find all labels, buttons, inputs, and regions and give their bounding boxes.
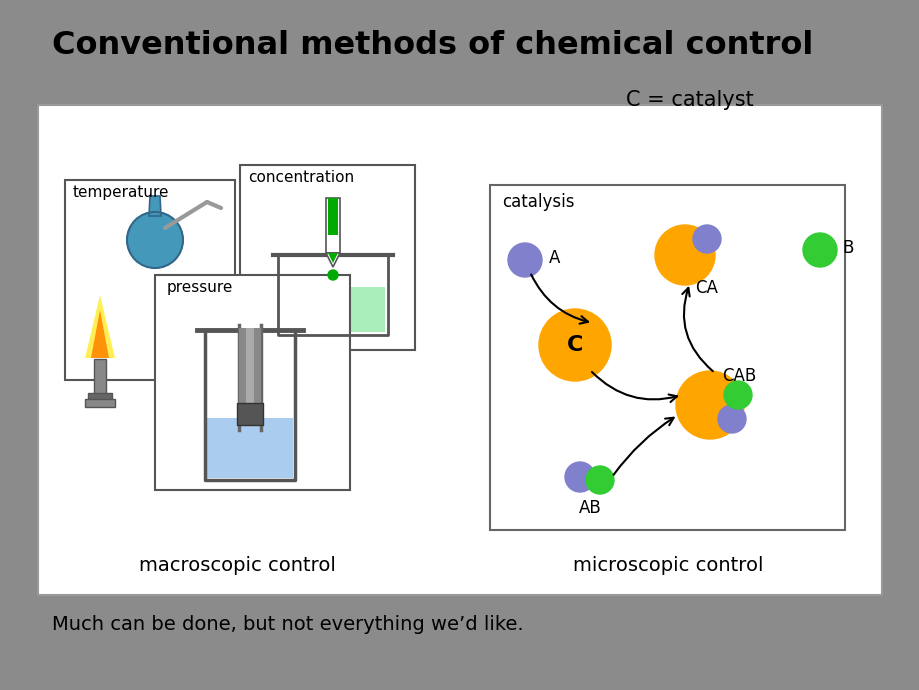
FancyArrowPatch shape [530,275,587,324]
Text: C: C [566,335,583,355]
Text: pressure: pressure [167,280,233,295]
Text: A: A [549,249,560,267]
Circle shape [507,243,541,277]
Text: C = catalyst: C = catalyst [626,90,753,110]
FancyBboxPatch shape [38,105,881,595]
Circle shape [723,381,751,409]
Polygon shape [91,310,108,358]
Text: CA: CA [694,279,717,297]
FancyArrowPatch shape [591,372,676,402]
Circle shape [328,270,337,280]
Circle shape [539,309,610,381]
FancyBboxPatch shape [65,180,234,380]
FancyBboxPatch shape [245,328,254,403]
Text: Much can be done, but not everything we’d like.: Much can be done, but not everything we’… [52,615,523,634]
FancyArrowPatch shape [613,417,673,475]
Polygon shape [149,196,161,216]
Text: catalysis: catalysis [502,193,573,211]
Circle shape [717,405,745,433]
FancyBboxPatch shape [88,393,112,400]
Circle shape [692,225,720,253]
Text: B: B [841,239,853,257]
Polygon shape [325,253,340,267]
FancyBboxPatch shape [280,287,384,332]
Text: CAB: CAB [721,367,755,385]
Text: Conventional methods of chemical control: Conventional methods of chemical control [52,30,812,61]
FancyBboxPatch shape [154,275,349,490]
Circle shape [675,371,743,439]
FancyBboxPatch shape [237,403,263,425]
Circle shape [654,225,714,285]
Text: microscopic control: microscopic control [573,556,763,575]
FancyBboxPatch shape [85,399,115,407]
FancyBboxPatch shape [240,165,414,350]
FancyBboxPatch shape [94,359,106,395]
Text: macroscopic control: macroscopic control [139,556,335,575]
Circle shape [802,233,836,267]
Polygon shape [328,253,337,263]
FancyBboxPatch shape [207,418,292,478]
FancyBboxPatch shape [239,328,261,403]
Text: temperature: temperature [73,185,169,200]
FancyBboxPatch shape [328,198,337,235]
Text: AB: AB [578,499,601,517]
FancyBboxPatch shape [490,185,844,530]
FancyArrowPatch shape [682,288,712,371]
Polygon shape [85,295,115,358]
Text: concentration: concentration [248,170,354,185]
Circle shape [585,466,613,494]
FancyBboxPatch shape [325,198,340,253]
Circle shape [564,462,595,492]
Circle shape [127,212,183,268]
